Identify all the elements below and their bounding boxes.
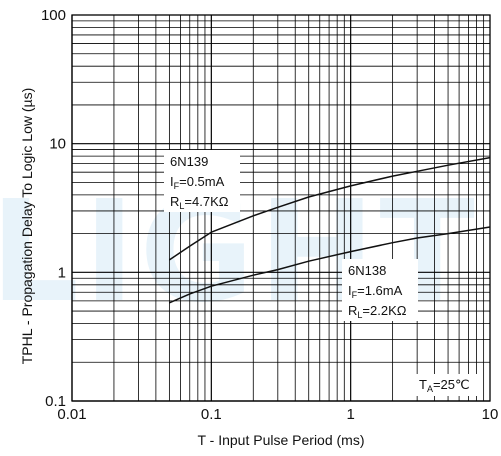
annotation-6n138-load-value: =2.2KΩ — [362, 303, 406, 318]
y-tick-label: 10 — [49, 136, 66, 153]
annotation-6n139-current: IF=0.5mA — [170, 174, 225, 191]
annotation-6n139-part: 6N139 — [170, 154, 208, 169]
annotation-6n139-load: RL=4.7KΩ — [170, 194, 229, 211]
annotation-6n138-load: RL=2.2KΩ — [348, 303, 407, 320]
annotation-6n138-part: 6N138 — [348, 263, 386, 278]
x-tick-labels: 0.01 0.1 1 10 — [57, 406, 498, 423]
annotation-6n138-current-value: =1.6mA — [357, 283, 402, 298]
temperature-symbol: T — [419, 377, 427, 392]
y-tick-label: 1 — [58, 264, 66, 281]
temperature-value: =25℃ — [433, 377, 470, 392]
temperature-condition: TA=25℃ — [419, 377, 470, 394]
annotation-6n139-load-symbol: R — [170, 194, 179, 209]
annotation-6n138-load-symbol: R — [348, 303, 357, 318]
x-tick-label: 1 — [346, 406, 354, 423]
y-tick-label: 100 — [41, 7, 66, 24]
y-tick-label: 0.1 — [45, 393, 66, 410]
x-tick-label: 0.1 — [201, 406, 222, 423]
x-tick-label: 10 — [482, 406, 499, 423]
annotation-6n138-current: IF=1.6mA — [348, 283, 403, 300]
x-axis-label: T - Input Pulse Period (ms) — [197, 432, 364, 448]
annotation-6n139-load-value: =4.7KΩ — [184, 194, 228, 209]
annotation-6n139-current-value: =0.5mA — [179, 174, 224, 189]
y-axis-label: TPHL - Propagation Delay To Logic Low (µ… — [19, 88, 35, 365]
